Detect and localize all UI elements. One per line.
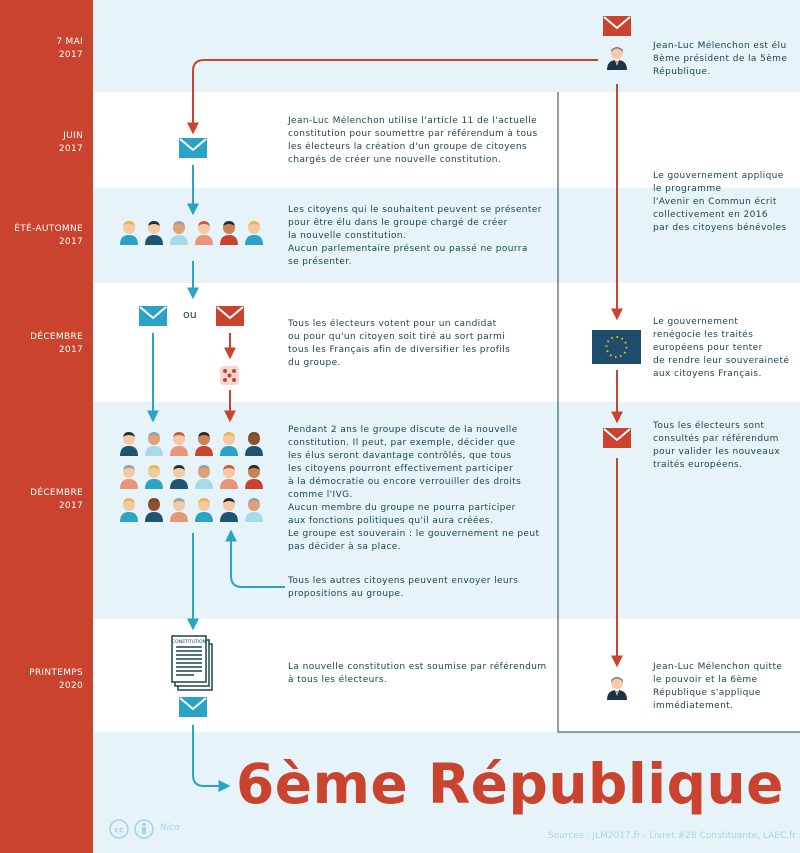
text-referendum-constitution: La nouvelle constitution est soumise par… bbox=[288, 662, 547, 685]
citizen-icon bbox=[220, 221, 238, 245]
envelope-red-icon bbox=[215, 305, 245, 327]
citizen-icon bbox=[120, 498, 138, 522]
citizen-icon bbox=[245, 221, 263, 245]
date-7mai: 7 MAI 2017 bbox=[56, 37, 83, 60]
citizen-icon bbox=[120, 432, 138, 456]
citizen-icon bbox=[145, 498, 163, 522]
connector-propositions bbox=[225, 529, 285, 588]
connector-to-6eme bbox=[192, 725, 231, 792]
text-programme: Le gouvernement applique le programme l'Av… bbox=[653, 171, 787, 233]
constitution-document-icon: CONSTITUTION bbox=[171, 635, 213, 691]
text-propositions: Tous les autres citoyens peuvent envoyer… bbox=[288, 576, 519, 599]
credit-author: Nico bbox=[160, 823, 180, 833]
envelope-blue-icon bbox=[178, 137, 208, 159]
citizen-icon bbox=[170, 221, 188, 245]
text-traites: Le gouvernement renégocie les traités euro… bbox=[653, 317, 790, 379]
citizen-icon bbox=[195, 221, 213, 245]
creative-commons-icon: cc bbox=[109, 819, 154, 839]
text-groupe-discute: Pendant 2 ans le groupe discute de la no… bbox=[288, 425, 540, 552]
citizen-icon bbox=[220, 432, 238, 456]
text-article-11: Jean-Luc Mélenchon utilise l'article 11 … bbox=[288, 116, 538, 165]
envelope-red-icon bbox=[602, 427, 632, 449]
text-quitte-pouvoir: Jean-Luc Mélenchon quitte le pouvoir et l… bbox=[653, 662, 783, 711]
citizen-icon bbox=[245, 432, 263, 456]
citizen-icon bbox=[145, 221, 163, 245]
sources-text: Sources : JLM2017.fr - Livret #28 Consti… bbox=[547, 831, 796, 841]
final-title: 6ème République bbox=[236, 752, 784, 816]
dice-icon bbox=[220, 366, 239, 385]
citizen-icon bbox=[195, 498, 213, 522]
band-7mai bbox=[93, 0, 800, 92]
president-icon bbox=[607, 677, 627, 700]
citizen-icon bbox=[170, 465, 188, 489]
citizen-icon bbox=[245, 498, 263, 522]
citizen-icon bbox=[145, 465, 163, 489]
citizen-icon bbox=[145, 432, 163, 456]
date-printemps: PRINTEMPS 2020 bbox=[29, 668, 83, 691]
text-candidatures: Les citoyens qui le souhaitent peuvent s… bbox=[288, 205, 542, 267]
right-column-divider bbox=[557, 92, 800, 733]
citizens-group-assembly bbox=[120, 432, 263, 522]
band-ete bbox=[93, 188, 800, 283]
constitution-label: CONSTITUTION bbox=[172, 639, 206, 645]
citizen-icon bbox=[120, 465, 138, 489]
envelope-blue-icon bbox=[138, 305, 168, 327]
citizen-icon bbox=[170, 432, 188, 456]
timeline-sidebar bbox=[0, 0, 93, 853]
ou-label: ou bbox=[183, 308, 197, 321]
text-vote-tirage: Tous les électeurs votent pour un candid… bbox=[288, 319, 511, 368]
band-decembre2 bbox=[93, 402, 800, 619]
connector-election-to-juin bbox=[187, 59, 598, 135]
text-referendum-traites: Tous les électeurs sont consultés par réf… bbox=[653, 421, 781, 470]
citizen-icon bbox=[195, 465, 213, 489]
band-final bbox=[93, 732, 800, 853]
citizen-icon bbox=[245, 465, 263, 489]
citizen-icon bbox=[220, 465, 238, 489]
eu-flag-icon bbox=[592, 330, 641, 364]
date-juin: JUIN 2017 bbox=[58, 131, 83, 154]
text-election: Jean-Luc Mélenchon est élu 8ème président… bbox=[653, 41, 788, 77]
svg-text:cc: cc bbox=[114, 826, 124, 835]
envelope-red-icon bbox=[602, 15, 632, 37]
envelope-blue-icon bbox=[178, 696, 208, 718]
citizen-icon bbox=[220, 498, 238, 522]
date-ete-automne: ÉTÉ-AUTOMNE 2017 bbox=[14, 224, 83, 247]
citizen-icon bbox=[170, 498, 188, 522]
citizen-icon bbox=[195, 432, 213, 456]
citizens-group-candidates bbox=[120, 221, 263, 245]
date-decembre-1: DÉCEMBRE 2017 bbox=[30, 332, 83, 355]
date-decembre-2: DÉCEMBRE 2017 bbox=[30, 488, 83, 511]
president-icon bbox=[607, 47, 627, 70]
citizen-icon bbox=[120, 221, 138, 245]
